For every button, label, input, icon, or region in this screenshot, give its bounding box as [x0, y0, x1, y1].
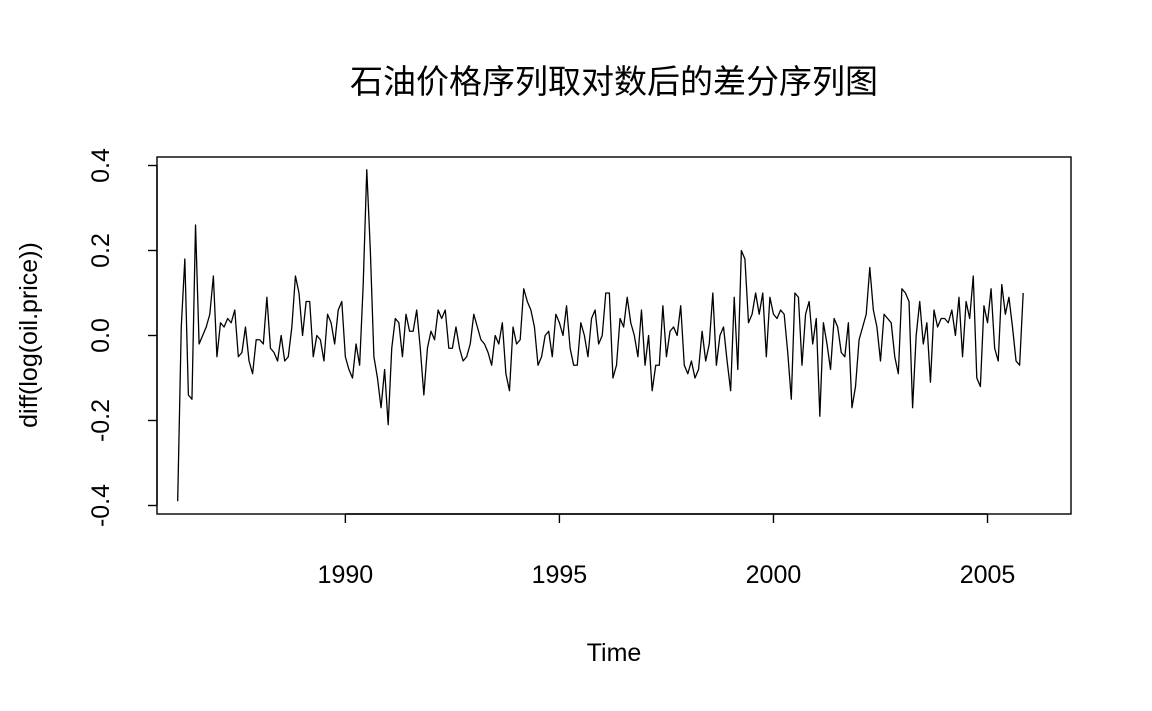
- chart-title: 石油价格序列取对数后的差分序列图: [350, 62, 878, 101]
- series-line: [177, 169, 1024, 502]
- y-tick-label: -0.2: [87, 399, 115, 442]
- y-axis: -0.4 -0.2 0.0 0.2 0.4: [87, 148, 158, 527]
- plot-box: [156, 156, 1072, 515]
- x-tick-label: 1990: [318, 561, 374, 589]
- y-tick-label: -0.4: [87, 484, 115, 527]
- x-tick-label: 2005: [960, 561, 1016, 589]
- y-tick-label: 0.4: [87, 148, 115, 183]
- x-axis: 1990 1995 2000 2005: [318, 513, 1016, 589]
- y-axis-label: diff(log(oil.price)): [15, 242, 43, 428]
- x-axis-label: Time: [587, 639, 642, 667]
- y-tick-label: 0.0: [87, 318, 115, 353]
- x-tick-label: 1995: [532, 561, 588, 589]
- x-tick-label: 2000: [746, 561, 802, 589]
- y-tick-label: 0.2: [87, 233, 115, 268]
